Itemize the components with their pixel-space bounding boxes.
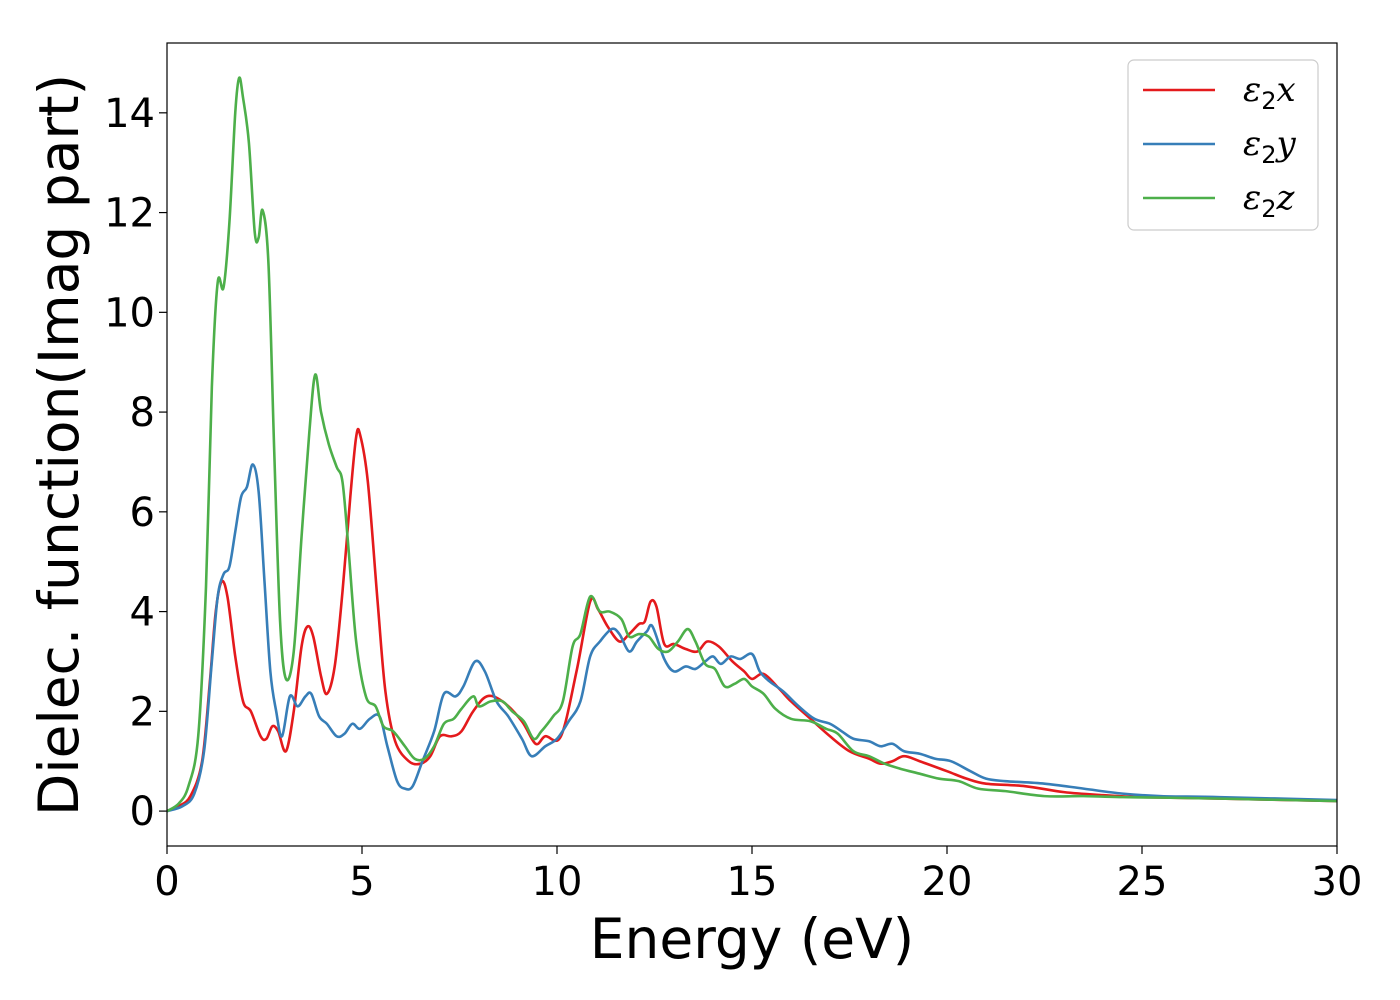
y-tick-label: 0 xyxy=(130,789,155,835)
x-axis-title: Energy (eV) xyxy=(590,907,914,971)
x-tick-label: 25 xyxy=(1117,859,1168,905)
y-tick-label: 10 xyxy=(104,290,155,336)
y-axis-title: Dielec. function(Imag part) xyxy=(27,74,91,816)
y-tick-label: 8 xyxy=(130,390,155,436)
series-line-z xyxy=(167,76,1337,813)
y-tick-label: 6 xyxy=(130,490,155,536)
legend-box xyxy=(1127,59,1319,231)
y-tick-label: 12 xyxy=(104,191,155,237)
x-axis-ticks: 0 5 10 15 20 25 30 xyxy=(154,846,1362,905)
x-tick-label: 0 xyxy=(154,859,179,905)
x-tick-label: 30 xyxy=(1312,859,1363,905)
y-axis-ticks: 0 2 4 6 8 10 12 14 xyxy=(104,91,167,835)
legend: ε2x ε2y ε2z xyxy=(1127,59,1319,231)
series-line-y xyxy=(167,463,1337,813)
legend-label-z: ε2z xyxy=(1243,178,1296,223)
legend-label-y: ε2y xyxy=(1243,124,1297,169)
y-tick-label: 4 xyxy=(130,590,155,636)
legend-label-x: ε2x xyxy=(1243,70,1296,115)
x-tick-label: 15 xyxy=(727,859,778,905)
x-tick-label: 5 xyxy=(349,859,374,905)
y-tick-label: 2 xyxy=(130,689,155,735)
series-line-x xyxy=(167,427,1337,813)
series-layer xyxy=(167,76,1337,813)
y-tick-label: 14 xyxy=(104,91,155,137)
x-tick-label: 20 xyxy=(922,859,973,905)
x-tick-label: 10 xyxy=(532,859,583,905)
